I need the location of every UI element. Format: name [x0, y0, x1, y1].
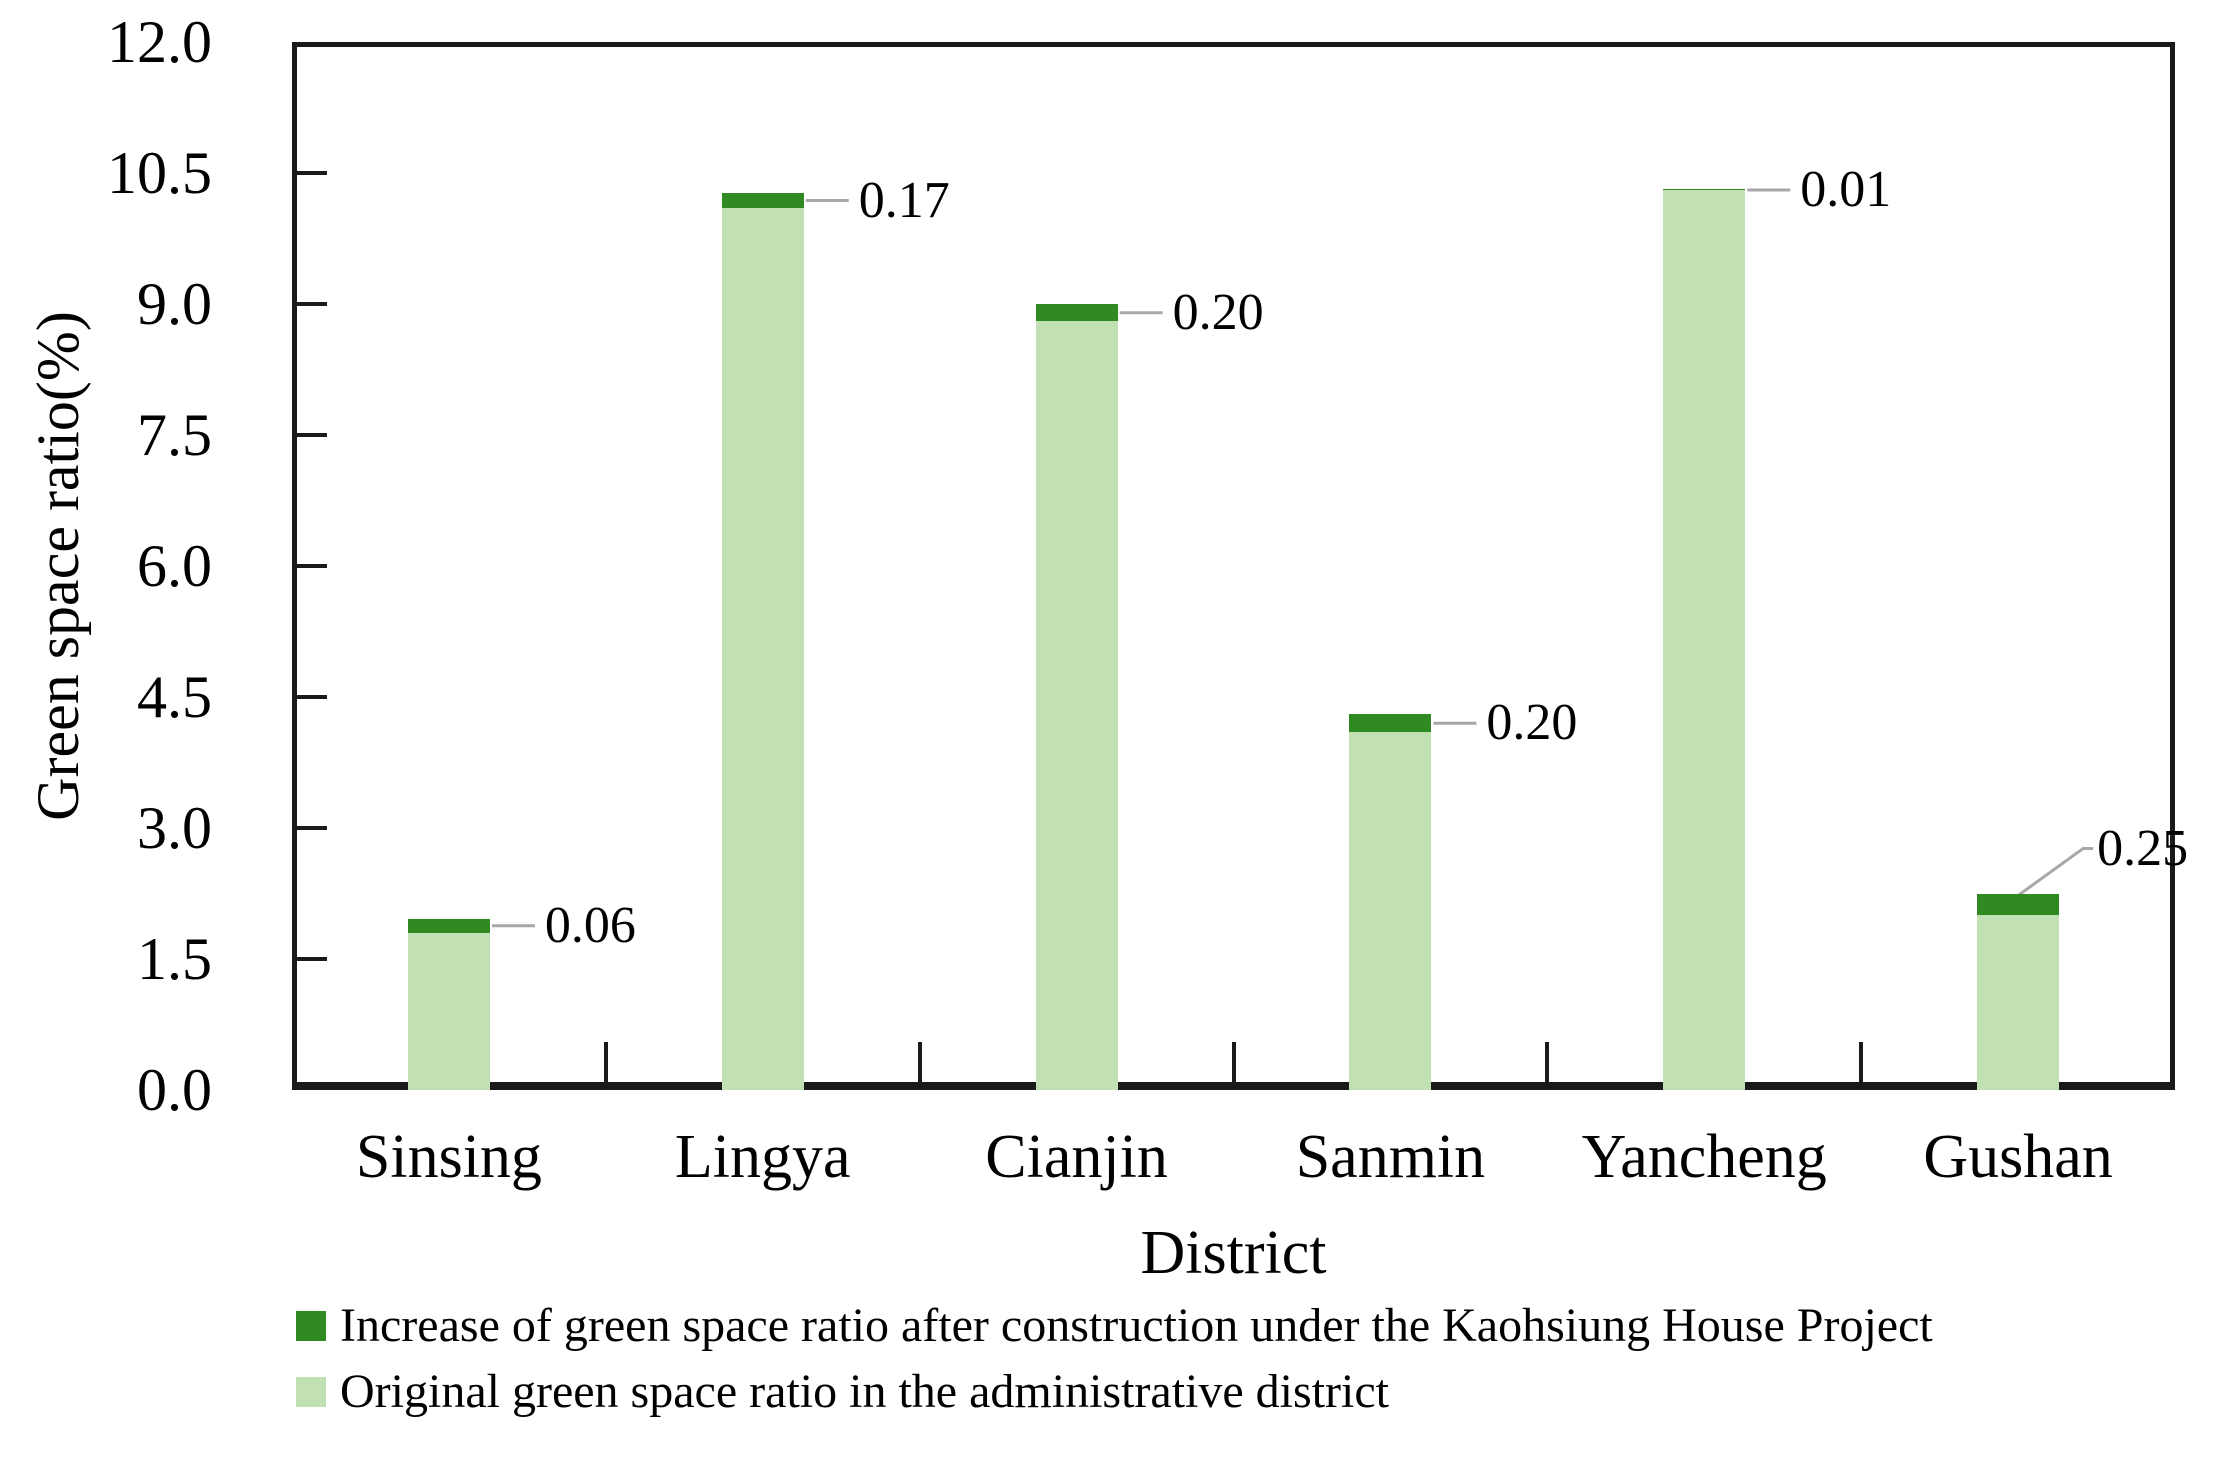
- bar-original-segment: [721, 207, 804, 1090]
- y-tick-label: 7.5: [137, 402, 212, 468]
- legend-item-original: Original green space ratio in the admini…: [296, 1366, 1933, 1418]
- y-tick-label: 12.0: [107, 9, 212, 75]
- y-tick-label: 9.0: [137, 271, 212, 337]
- bar-increase-segment: [1663, 189, 1746, 191]
- bar-increase-segment: [1349, 714, 1432, 732]
- x-category-label: Sinsing: [355, 1123, 542, 1191]
- legend-label-increase: Increase of green space ratio after cons…: [340, 1299, 1933, 1352]
- x-category-label: Sanmin: [1295, 1123, 1486, 1191]
- legend: Increase of green space ratio after cons…: [296, 1300, 1933, 1418]
- y-tick: [297, 826, 327, 830]
- bar-increase-segment: [407, 918, 490, 933]
- legend-item-increase: Increase of green space ratio after cons…: [296, 1300, 1933, 1352]
- y-tick: [297, 302, 327, 306]
- bar-original-segment: [407, 932, 490, 1090]
- x-tick: [1545, 1042, 1550, 1082]
- y-tick: [297, 171, 327, 175]
- value-label: 0.20: [1172, 283, 1264, 341]
- y-tick-label: 1.5: [137, 926, 212, 992]
- value-label: 0.01: [1800, 160, 1892, 218]
- bar-increase-segment: [1977, 893, 2060, 916]
- bar-increase-segment: [1035, 304, 1118, 322]
- value-label: 0.20: [1486, 694, 1578, 752]
- y-tick: [297, 433, 327, 437]
- legend-swatch-original: [296, 1377, 326, 1407]
- x-tick: [917, 1042, 922, 1082]
- y-tick-label: 6.0: [137, 533, 212, 599]
- x-tick: [1231, 1042, 1236, 1082]
- bar-original-segment: [1663, 190, 1746, 1090]
- legend-label-original: Original green space ratio in the admini…: [340, 1365, 1389, 1418]
- y-tick-label: 0.0: [137, 1057, 212, 1123]
- x-tick: [603, 1042, 608, 1082]
- y-tick-label: 4.5: [137, 664, 212, 730]
- x-axis-title: District: [1140, 1219, 1327, 1287]
- bar-original-segment: [1035, 321, 1118, 1090]
- plot-area-frame: [292, 42, 2175, 1090]
- bar-original-segment: [1977, 915, 2060, 1090]
- x-category-label: Gushan: [1923, 1123, 2113, 1191]
- value-label: 0.25: [2097, 819, 2189, 877]
- value-label: 0.17: [858, 171, 950, 229]
- y-tick-label: 10.5: [107, 140, 212, 206]
- x-tick: [1859, 1042, 1864, 1082]
- y-tick-label: 3.0: [137, 795, 212, 861]
- value-label: 0.06: [544, 896, 636, 954]
- bar-original-segment: [1349, 731, 1432, 1090]
- x-category-label: Cianjin: [985, 1123, 1168, 1191]
- x-category-label: Lingya: [674, 1123, 851, 1191]
- y-tick: [297, 564, 327, 568]
- x-category-label: Yancheng: [1581, 1123, 1827, 1191]
- y-tick: [297, 957, 327, 961]
- y-tick: [297, 695, 327, 699]
- legend-swatch-increase: [296, 1311, 326, 1341]
- bar-increase-segment: [721, 193, 804, 208]
